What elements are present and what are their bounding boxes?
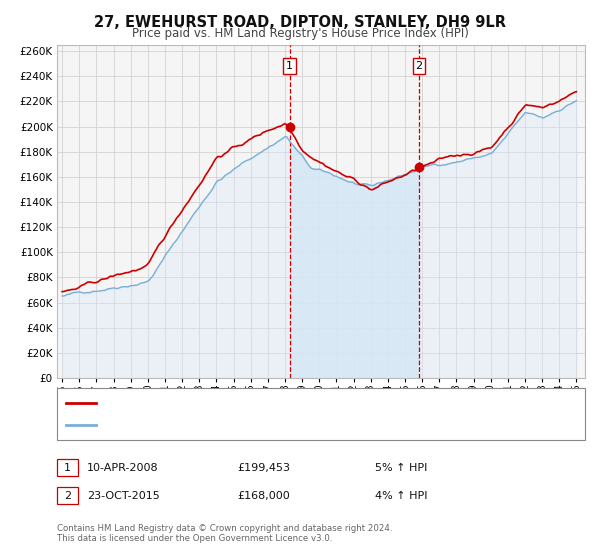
- Text: Contains HM Land Registry data © Crown copyright and database right 2024.: Contains HM Land Registry data © Crown c…: [57, 524, 392, 533]
- Text: Price paid vs. HM Land Registry's House Price Index (HPI): Price paid vs. HM Land Registry's House …: [131, 27, 469, 40]
- Text: This data is licensed under the Open Government Licence v3.0.: This data is licensed under the Open Gov…: [57, 534, 332, 543]
- Text: 2: 2: [64, 491, 71, 501]
- Text: £199,453: £199,453: [237, 463, 290, 473]
- Text: £168,000: £168,000: [237, 491, 290, 501]
- Text: 2: 2: [415, 61, 422, 71]
- Text: 27, EWEHURST ROAD, DIPTON, STANLEY, DH9 9LR: 27, EWEHURST ROAD, DIPTON, STANLEY, DH9 …: [94, 15, 506, 30]
- Text: 5% ↑ HPI: 5% ↑ HPI: [375, 463, 427, 473]
- Text: 23-OCT-2015: 23-OCT-2015: [87, 491, 160, 501]
- Text: 10-APR-2008: 10-APR-2008: [87, 463, 158, 473]
- Text: 1: 1: [64, 463, 71, 473]
- Text: 1: 1: [286, 61, 293, 71]
- Text: HPI: Average price, detached house, County Durham: HPI: Average price, detached house, Coun…: [102, 420, 377, 430]
- Text: 4% ↑ HPI: 4% ↑ HPI: [375, 491, 427, 501]
- Text: 27, EWEHURST ROAD, DIPTON, STANLEY, DH9 9LR (detached house): 27, EWEHURST ROAD, DIPTON, STANLEY, DH9 …: [102, 398, 459, 408]
